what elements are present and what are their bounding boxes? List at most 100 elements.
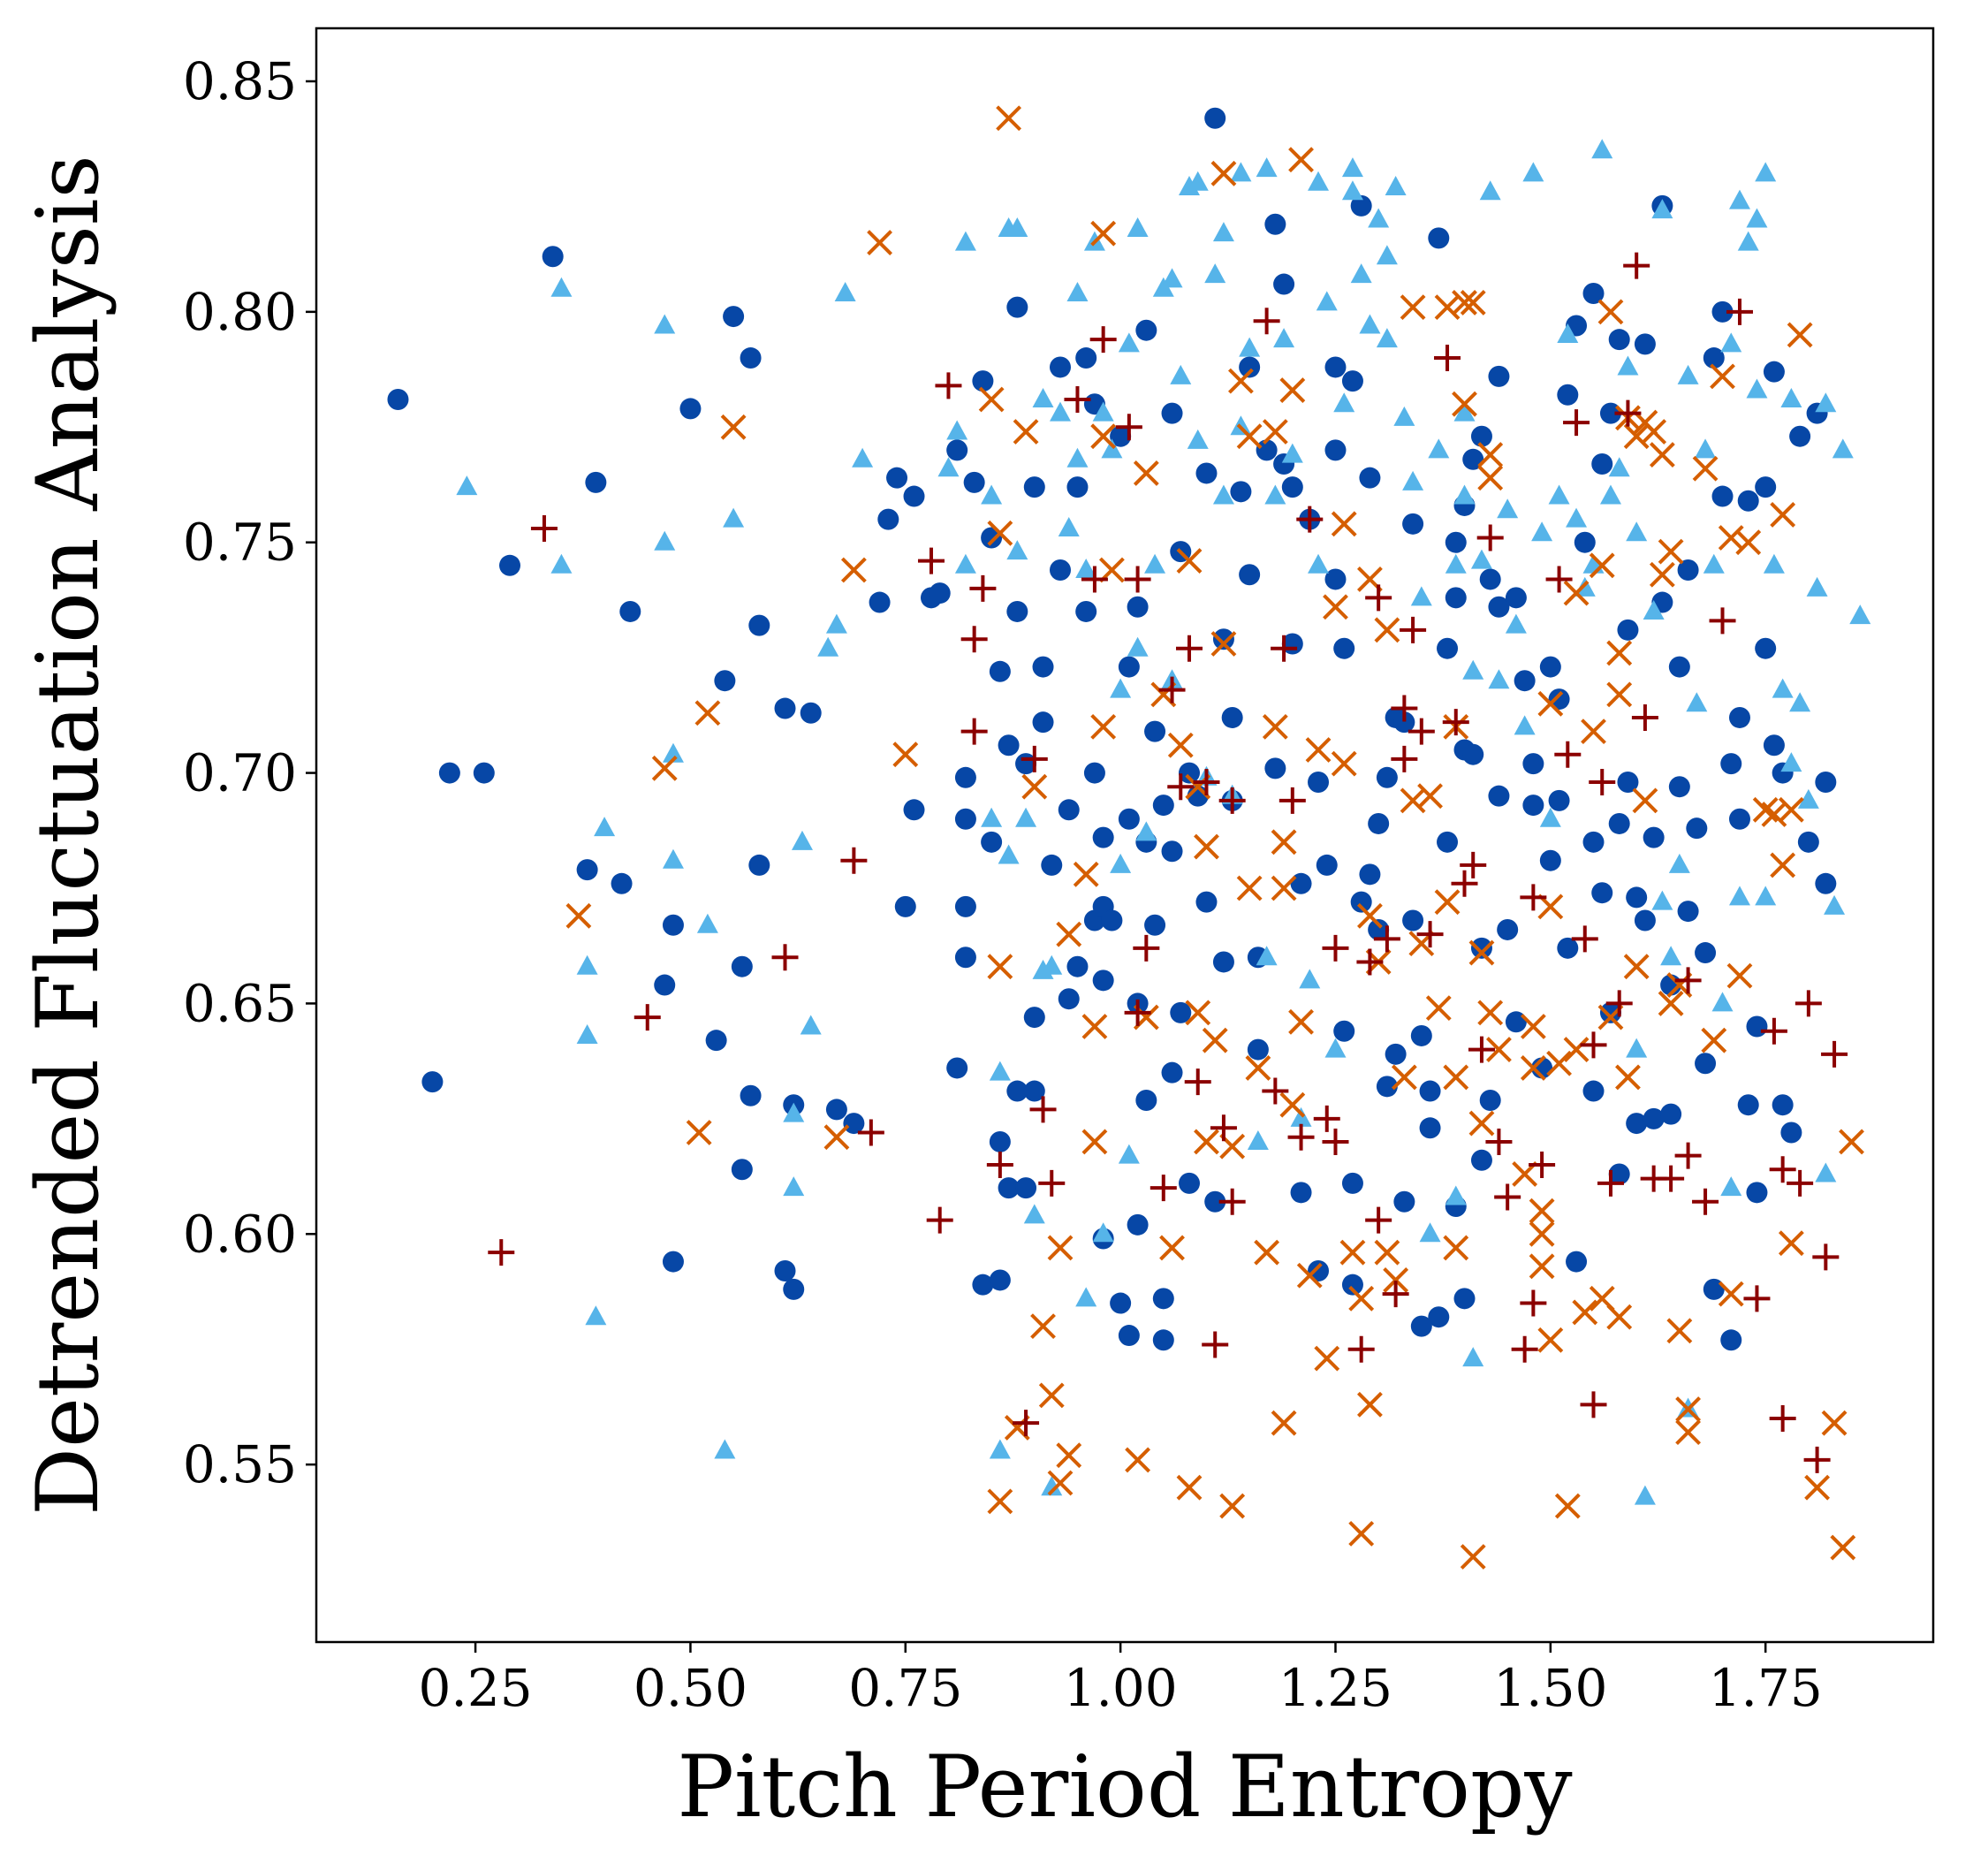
scatter-point-triangle bbox=[1651, 199, 1673, 219]
scatter-point-plus bbox=[1322, 1128, 1349, 1155]
scatter-point-circle bbox=[825, 1099, 847, 1121]
scatter-point-x bbox=[1477, 1000, 1504, 1026]
scatter-point-triangle bbox=[1462, 1347, 1484, 1367]
scatter-point-triangle bbox=[1212, 484, 1234, 505]
scatter-point-circle bbox=[1488, 785, 1510, 807]
scatter-point-triangle bbox=[1746, 208, 1768, 228]
scatter-point-triangle bbox=[1797, 788, 1819, 809]
scatter-point-circle bbox=[1152, 795, 1174, 817]
scatter-point-circle bbox=[731, 955, 753, 977]
scatter-point-circle bbox=[843, 1113, 865, 1135]
scatter-point-plus bbox=[1476, 524, 1504, 551]
scatter-point-circle bbox=[1582, 282, 1605, 304]
scatter-point-circle bbox=[1135, 1089, 1157, 1111]
scatter-point-circle bbox=[1152, 1329, 1174, 1351]
scatter-point-circle bbox=[1161, 402, 1183, 424]
scatter-point-triangle bbox=[1453, 401, 1476, 422]
scatter-point-triangle bbox=[954, 231, 976, 251]
scatter-point-circle bbox=[714, 670, 736, 692]
scatter-point-triangle bbox=[1075, 559, 1097, 579]
scatter-point-plus bbox=[1674, 1142, 1702, 1169]
scatter-point-circle bbox=[1772, 1094, 1794, 1116]
scatter-point-plus bbox=[1674, 967, 1702, 994]
scatter-point-triangle bbox=[783, 1102, 805, 1122]
scatter-point-plus bbox=[986, 1152, 1013, 1179]
scatter-point-circle bbox=[1239, 356, 1261, 378]
scatter-point-triangle bbox=[1299, 969, 1321, 989]
scatter-point-triangle bbox=[1703, 553, 1725, 574]
scatter-point-circle bbox=[1470, 1149, 1492, 1171]
scatter-point-circle bbox=[1608, 329, 1630, 351]
scatter-point-circle bbox=[954, 895, 976, 917]
scatter-point-x bbox=[1202, 1027, 1228, 1053]
scatter-point-triangle bbox=[1281, 443, 1303, 463]
scatter-point-circle bbox=[989, 660, 1011, 682]
scatter-point-plus bbox=[840, 847, 868, 874]
x-tick-label: 0.25 bbox=[419, 1658, 533, 1718]
scatter-point-circle bbox=[740, 1084, 762, 1106]
scatter-point-triangle bbox=[1755, 162, 1777, 182]
scatter-point-x bbox=[1554, 1493, 1581, 1519]
scatter-point-circle bbox=[576, 859, 598, 881]
x-tick-label: 1.00 bbox=[1064, 1658, 1178, 1718]
scatter-point-x bbox=[1288, 1008, 1314, 1035]
scatter-point-plus bbox=[1485, 1128, 1513, 1155]
scatter-point-x bbox=[694, 700, 721, 726]
scatter-point-plus bbox=[1760, 1017, 1787, 1045]
scatter-point-x bbox=[1606, 640, 1633, 666]
scatter-point-plus bbox=[1787, 1169, 1814, 1197]
scatter-point-x bbox=[1452, 290, 1477, 316]
scatter-point-x bbox=[1572, 1299, 1598, 1326]
x-tick-label: 0.50 bbox=[634, 1658, 747, 1718]
scatter-point-x bbox=[1658, 991, 1684, 1016]
scatter-point-triangle bbox=[1118, 1144, 1140, 1164]
scatter-point-circle bbox=[1179, 762, 1201, 784]
scatter-point-triangle bbox=[1058, 517, 1080, 537]
scatter-point-triangle bbox=[1815, 1162, 1837, 1182]
scatter-point-x bbox=[1666, 1318, 1693, 1344]
scatter-point-circle bbox=[748, 854, 770, 876]
scatter-point-x bbox=[1391, 1064, 1417, 1091]
scatter-point-x bbox=[1254, 1239, 1280, 1266]
scatter-point-circle bbox=[1677, 901, 1699, 923]
scatter-point-plus bbox=[1709, 607, 1736, 635]
scatter-point-triangle bbox=[1393, 406, 1415, 426]
scatter-point-x bbox=[1718, 1281, 1744, 1307]
scatter-point-triangle bbox=[1118, 332, 1140, 353]
y-axis-label: Detrended Fluctuation Analysis bbox=[19, 155, 118, 1516]
scatter-point-circle bbox=[1350, 194, 1372, 217]
scatter-point-triangle bbox=[1410, 586, 1432, 606]
scatter-point-x bbox=[1452, 391, 1477, 417]
scatter-point-x bbox=[987, 954, 1013, 980]
scatter-point-x bbox=[1597, 299, 1624, 325]
scatter-point-triangle bbox=[1815, 392, 1837, 413]
scatter-point-x bbox=[1615, 1064, 1641, 1091]
scatter-point-triangle bbox=[1350, 263, 1372, 284]
scatter-point-plus bbox=[917, 547, 945, 574]
scatter-point-triangle bbox=[1591, 139, 1613, 159]
scatter-point-triangle bbox=[662, 742, 684, 763]
scatter-point-circle bbox=[1161, 840, 1183, 863]
scatter-point-circle bbox=[1324, 356, 1347, 378]
scatter-point-circle bbox=[1023, 1080, 1045, 1102]
scatter-point-triangle bbox=[1626, 521, 1648, 542]
scatter-point-x bbox=[1632, 787, 1658, 814]
scatter-point-circle bbox=[1350, 891, 1372, 913]
scatter-point-circle bbox=[1428, 227, 1450, 249]
scatter-point-circle bbox=[748, 614, 770, 636]
scatter-point-circle bbox=[1161, 1061, 1183, 1084]
y-tick-label: 0.75 bbox=[183, 513, 297, 573]
scatter-point-plus bbox=[1520, 1289, 1547, 1317]
scatter-point-circle bbox=[1308, 1260, 1330, 1282]
scatter-point-x bbox=[1133, 460, 1159, 486]
scatter-point-circle bbox=[723, 306, 745, 328]
scatter-point-triangle bbox=[1617, 355, 1639, 376]
scatter-point-circle bbox=[998, 1177, 1020, 1199]
scatter-point-circle bbox=[1075, 600, 1097, 622]
scatter-point-x bbox=[720, 414, 747, 440]
scatter-point-plus bbox=[1520, 884, 1547, 911]
scatter-point-triangle bbox=[981, 807, 1003, 827]
scatter-point-circle bbox=[1135, 319, 1157, 341]
scatter-point-circle bbox=[1548, 688, 1570, 711]
scatter-point-circle bbox=[989, 1269, 1011, 1291]
